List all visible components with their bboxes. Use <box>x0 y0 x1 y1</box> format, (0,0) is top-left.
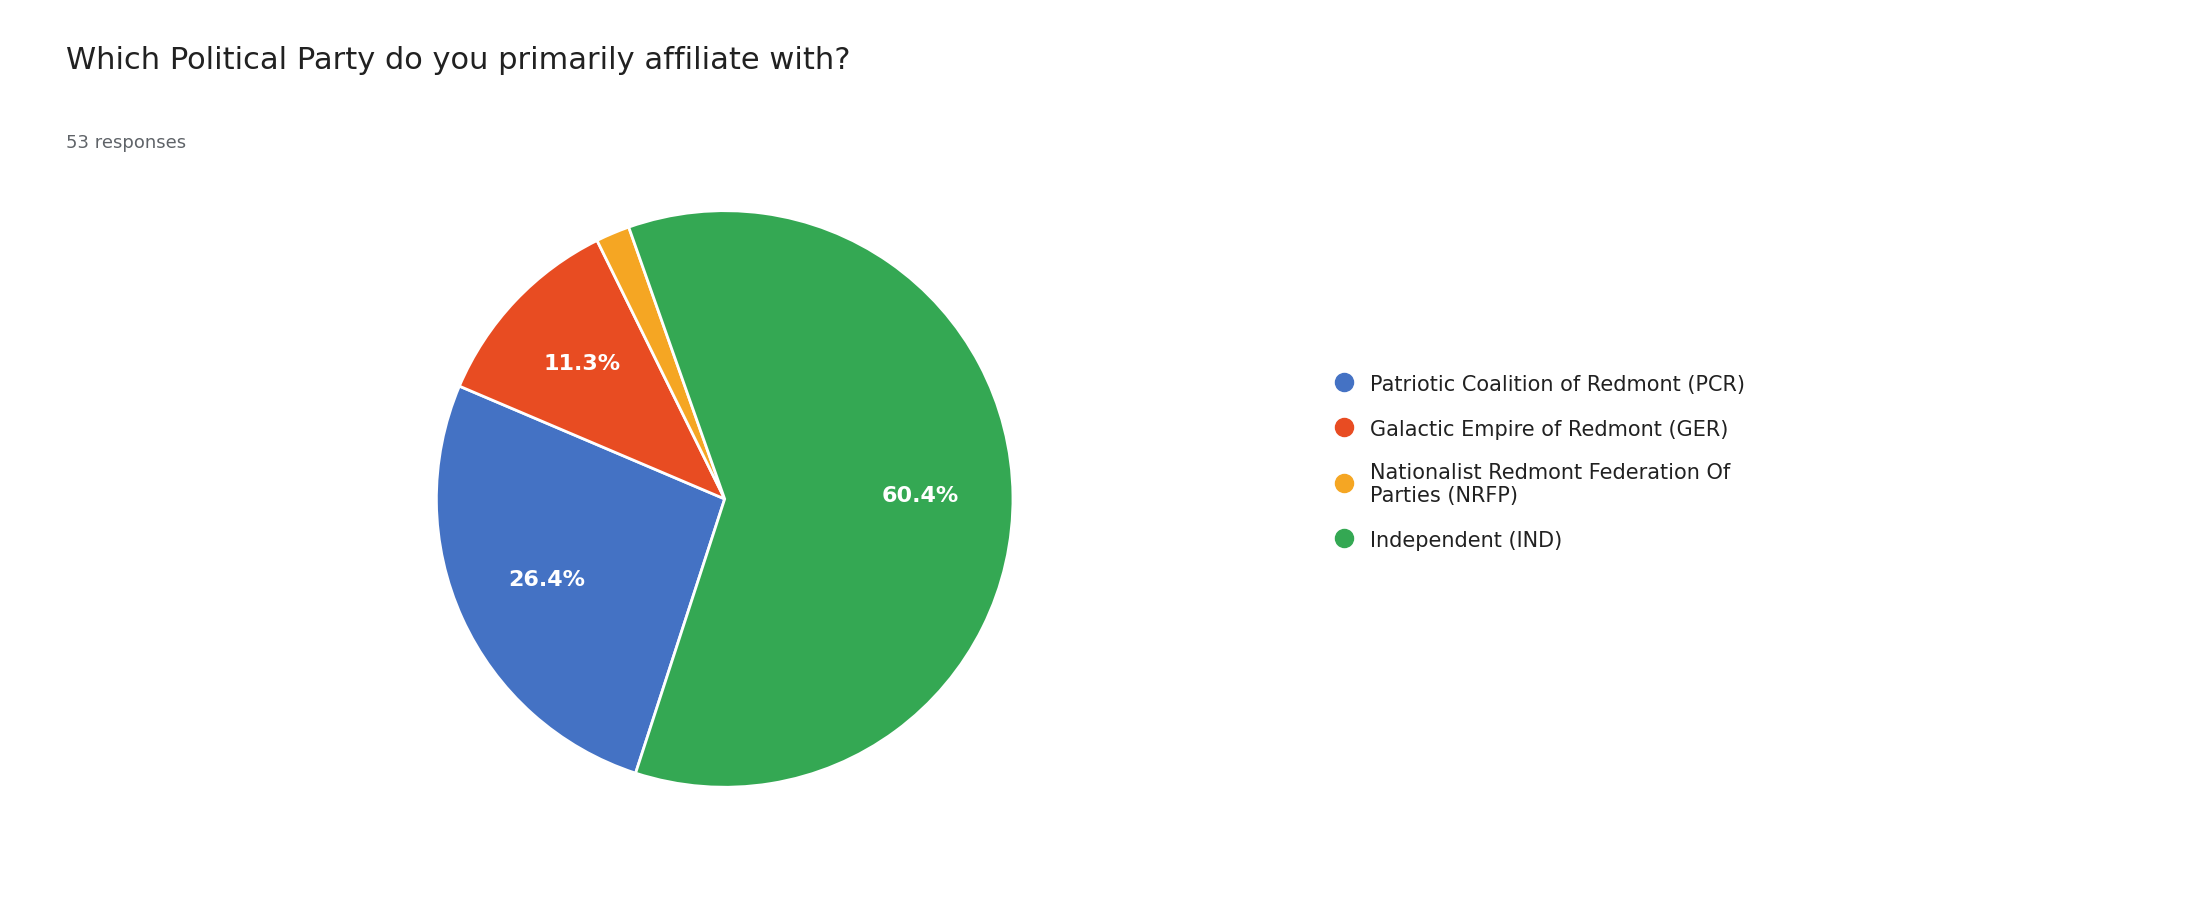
Wedge shape <box>628 211 1012 787</box>
Legend: Patriotic Coalition of Redmont (PCR), Galactic Empire of Redmont (GER), National: Patriotic Coalition of Redmont (PCR), Ga… <box>1329 363 1755 561</box>
Wedge shape <box>459 240 725 499</box>
Text: 53 responses: 53 responses <box>66 134 187 152</box>
Text: 26.4%: 26.4% <box>507 570 584 590</box>
Text: Which Political Party do you primarily affiliate with?: Which Political Party do you primarily a… <box>66 46 850 75</box>
Wedge shape <box>597 227 725 499</box>
Text: 60.4%: 60.4% <box>883 487 960 506</box>
Wedge shape <box>437 386 725 773</box>
Text: 11.3%: 11.3% <box>545 354 621 374</box>
